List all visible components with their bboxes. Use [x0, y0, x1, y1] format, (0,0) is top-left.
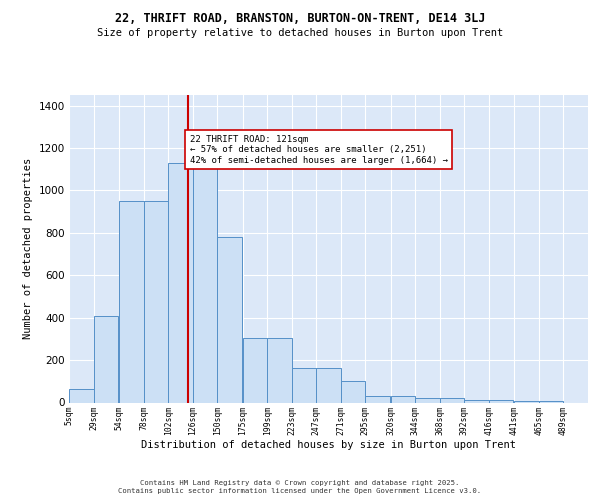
- Bar: [217, 237, 242, 402]
- Bar: [365, 396, 390, 402]
- Bar: [391, 396, 415, 402]
- Bar: [69, 388, 94, 402]
- Bar: [94, 316, 118, 402]
- Bar: [341, 382, 365, 402]
- Bar: [415, 398, 440, 402]
- Bar: [489, 400, 514, 402]
- Bar: [242, 338, 267, 402]
- X-axis label: Distribution of detached houses by size in Burton upon Trent: Distribution of detached houses by size …: [141, 440, 516, 450]
- Bar: [292, 368, 316, 402]
- Bar: [119, 201, 143, 402]
- Bar: [316, 368, 341, 402]
- Y-axis label: Number of detached properties: Number of detached properties: [23, 158, 33, 340]
- Bar: [143, 201, 168, 402]
- Bar: [514, 401, 539, 402]
- Text: Contains HM Land Registry data © Crown copyright and database right 2025.
Contai: Contains HM Land Registry data © Crown c…: [118, 480, 482, 494]
- Text: 22 THRIFT ROAD: 121sqm
← 57% of detached houses are smaller (2,251)
42% of semi-: 22 THRIFT ROAD: 121sqm ← 57% of detached…: [190, 135, 448, 165]
- Text: 22, THRIFT ROAD, BRANSTON, BURTON-ON-TRENT, DE14 3LJ: 22, THRIFT ROAD, BRANSTON, BURTON-ON-TRE…: [115, 12, 485, 26]
- Text: Size of property relative to detached houses in Burton upon Trent: Size of property relative to detached ho…: [97, 28, 503, 38]
- Bar: [440, 398, 464, 402]
- Bar: [464, 400, 489, 402]
- Bar: [539, 401, 563, 402]
- Bar: [193, 163, 217, 402]
- Bar: [168, 163, 193, 402]
- Bar: [267, 338, 292, 402]
